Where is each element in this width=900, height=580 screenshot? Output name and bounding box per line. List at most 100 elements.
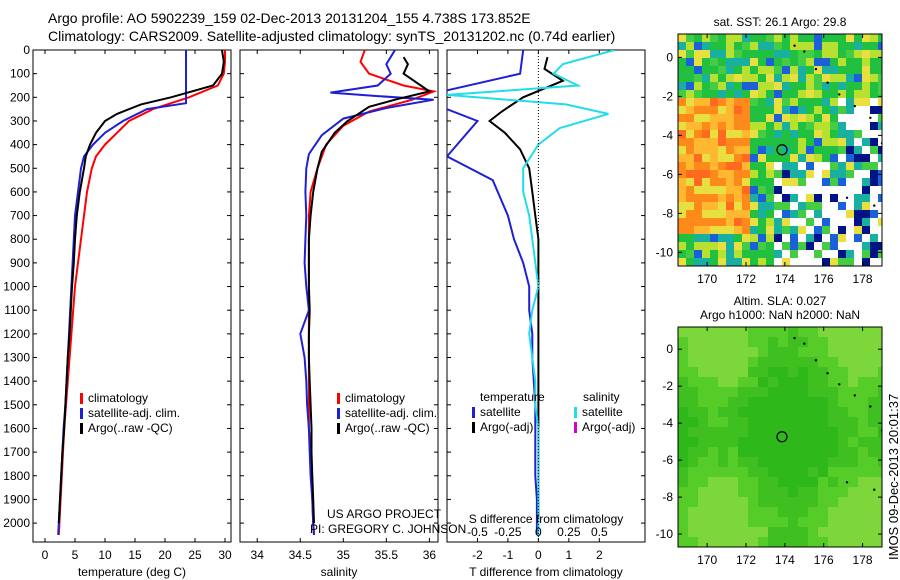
sst_map-grid-cell bbox=[862, 178, 870, 186]
sla_map-grid-cell bbox=[818, 437, 828, 447]
sst_map-grid-cell bbox=[870, 114, 878, 122]
difference-axes-frame bbox=[446, 49, 646, 543]
sla_map-grid-cell bbox=[718, 347, 728, 357]
sst_map-grid-cell bbox=[862, 34, 870, 42]
sla_map-grid-cell bbox=[698, 517, 708, 527]
sst_map-grid-cell bbox=[806, 218, 814, 226]
sst_map-grid-cell bbox=[838, 138, 846, 146]
sst_map-xtick-label: 172 bbox=[736, 272, 756, 286]
sst_map-grid-cell bbox=[726, 186, 734, 194]
sla_map-grid-cell bbox=[678, 387, 688, 397]
sst_map-grid-cell bbox=[766, 138, 774, 146]
salinity-xtick-label: 36 bbox=[423, 548, 437, 562]
credit-project: US ARGO PROJECT bbox=[327, 507, 442, 521]
sst_map-grid-cell bbox=[718, 178, 726, 186]
sst_map-grid-cell bbox=[814, 234, 822, 242]
sla_map-grid-cell bbox=[778, 337, 788, 347]
sla_map-grid-cell bbox=[698, 507, 708, 517]
sst_map-grid-cell bbox=[726, 98, 734, 106]
sst_map-grid-cell bbox=[678, 162, 686, 170]
sst_map-grid-cell bbox=[694, 106, 702, 114]
sla_map-grid-cell bbox=[678, 487, 688, 497]
sla_map-grid-cell bbox=[718, 527, 728, 537]
sla_map-grid-cell bbox=[698, 537, 708, 547]
sst_map-grid-cell bbox=[870, 226, 878, 234]
sst_map-grid-cell bbox=[766, 114, 774, 122]
difference-series-s-satellite bbox=[447, 50, 615, 535]
sst_map-grid-cell bbox=[798, 154, 806, 162]
salinity-legend-label: climatology bbox=[345, 391, 405, 405]
sst_map-grid-cell bbox=[782, 58, 790, 66]
sla_map-grid-cell bbox=[868, 337, 878, 347]
sla_map-grid-cell bbox=[788, 327, 798, 337]
sst_map-grid-cell bbox=[814, 82, 822, 90]
sla_map-grid-cell bbox=[848, 337, 858, 347]
sst_map-grid-cell bbox=[862, 226, 870, 234]
sst_map-grid-cell bbox=[878, 82, 882, 90]
sla_map-grid-cell bbox=[858, 477, 868, 487]
sst_map-grid-cell bbox=[830, 242, 838, 250]
sst_map-grid-cell bbox=[838, 154, 846, 162]
sst_map-grid-cell bbox=[846, 154, 854, 162]
sst_map-grid-cell bbox=[878, 226, 882, 234]
sst_map-grid-cell bbox=[758, 58, 766, 66]
sla_map-grid-cell bbox=[838, 527, 848, 537]
sst_map-grid-cell bbox=[822, 162, 830, 170]
sst_map-grid-cell bbox=[774, 210, 782, 218]
sst_map-grid-cell bbox=[686, 138, 694, 146]
sst_map-grid-cell bbox=[878, 178, 882, 186]
sst_map-grid-cell bbox=[878, 194, 882, 202]
sla_map-grid-cell bbox=[688, 377, 698, 387]
sla_map-grid-cell bbox=[778, 367, 788, 377]
sst_map-grid-cell bbox=[718, 210, 726, 218]
sla_map-grid-cell bbox=[838, 427, 848, 437]
sla_map-grid-cell bbox=[808, 347, 818, 357]
sst_map-grid-cell bbox=[774, 58, 782, 66]
sst_map-grid-cell bbox=[814, 74, 822, 82]
sst_map-grid-cell bbox=[750, 202, 758, 210]
sst_map-grid-cell bbox=[830, 154, 838, 162]
sla_map-grid-cell bbox=[728, 477, 738, 487]
sla_map-grid-cell bbox=[678, 337, 688, 347]
sst_map-grid-cell bbox=[774, 178, 782, 186]
sst_map-grid-cell bbox=[790, 106, 798, 114]
sst_map-grid-cell bbox=[774, 66, 782, 74]
sst_map-grid-cell bbox=[702, 74, 710, 82]
sla_map-grid-cell bbox=[838, 357, 848, 367]
sst_map-grid-cell bbox=[718, 170, 726, 178]
sst_map-grid-cell bbox=[678, 138, 686, 146]
salinity-series-satellite-adj-clim- bbox=[299, 50, 434, 535]
sst_map-grid-cell bbox=[870, 42, 878, 50]
sla_map-grid-cell bbox=[868, 367, 878, 377]
sla_map-grid-cell bbox=[878, 397, 882, 407]
sst_map-grid-cell bbox=[862, 154, 870, 162]
sla_map-grid-cell bbox=[758, 377, 768, 387]
sla_map-grid-cell bbox=[838, 497, 848, 507]
sla_map-grid-cell bbox=[868, 507, 878, 517]
sst_map-grid-cell bbox=[798, 106, 806, 114]
sst_map-grid-cell bbox=[726, 258, 734, 266]
sst_map-grid-cell bbox=[758, 258, 766, 266]
sst_map-grid-cell bbox=[718, 90, 726, 98]
sst_map-grid-cell bbox=[758, 34, 766, 42]
sst_map-grid-cell bbox=[710, 194, 718, 202]
sla_map-grid-cell bbox=[678, 527, 688, 537]
sst_map-grid-cell bbox=[702, 242, 710, 250]
sst_map-grid-cell bbox=[782, 258, 790, 266]
sst_map-grid-cell bbox=[734, 186, 742, 194]
sst_map-grid-cell bbox=[814, 130, 822, 138]
sla_map-grid-cell bbox=[808, 337, 818, 347]
sst_map-grid-cell bbox=[686, 170, 694, 178]
sst_map-grid-cell bbox=[686, 258, 694, 266]
sst_map-grid-cell bbox=[814, 258, 822, 266]
sst_map-grid-cell bbox=[806, 146, 814, 154]
sst_map-grid-cell bbox=[678, 234, 686, 242]
sla_map-grid-cell bbox=[758, 327, 768, 337]
sst_map-grid-cell bbox=[806, 234, 814, 242]
sst_map-grid-cell bbox=[878, 114, 882, 122]
sst_map-grid-cell bbox=[870, 58, 878, 66]
sst_map-grid-cell bbox=[798, 122, 806, 130]
sla_map-grid-cell bbox=[798, 357, 808, 367]
sla_map-grid-cell bbox=[818, 527, 828, 537]
sst_map-island-dot bbox=[869, 116, 872, 120]
